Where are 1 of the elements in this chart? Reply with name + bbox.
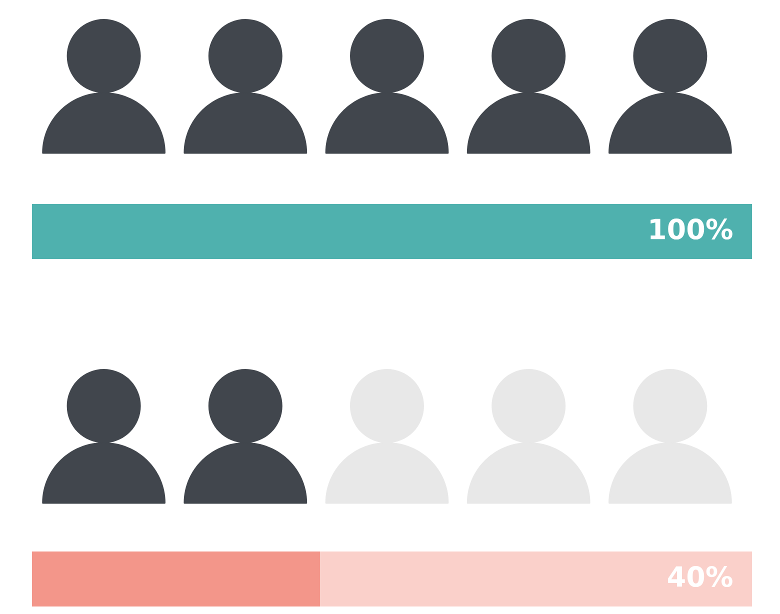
data-label: 100% [650,218,732,240]
